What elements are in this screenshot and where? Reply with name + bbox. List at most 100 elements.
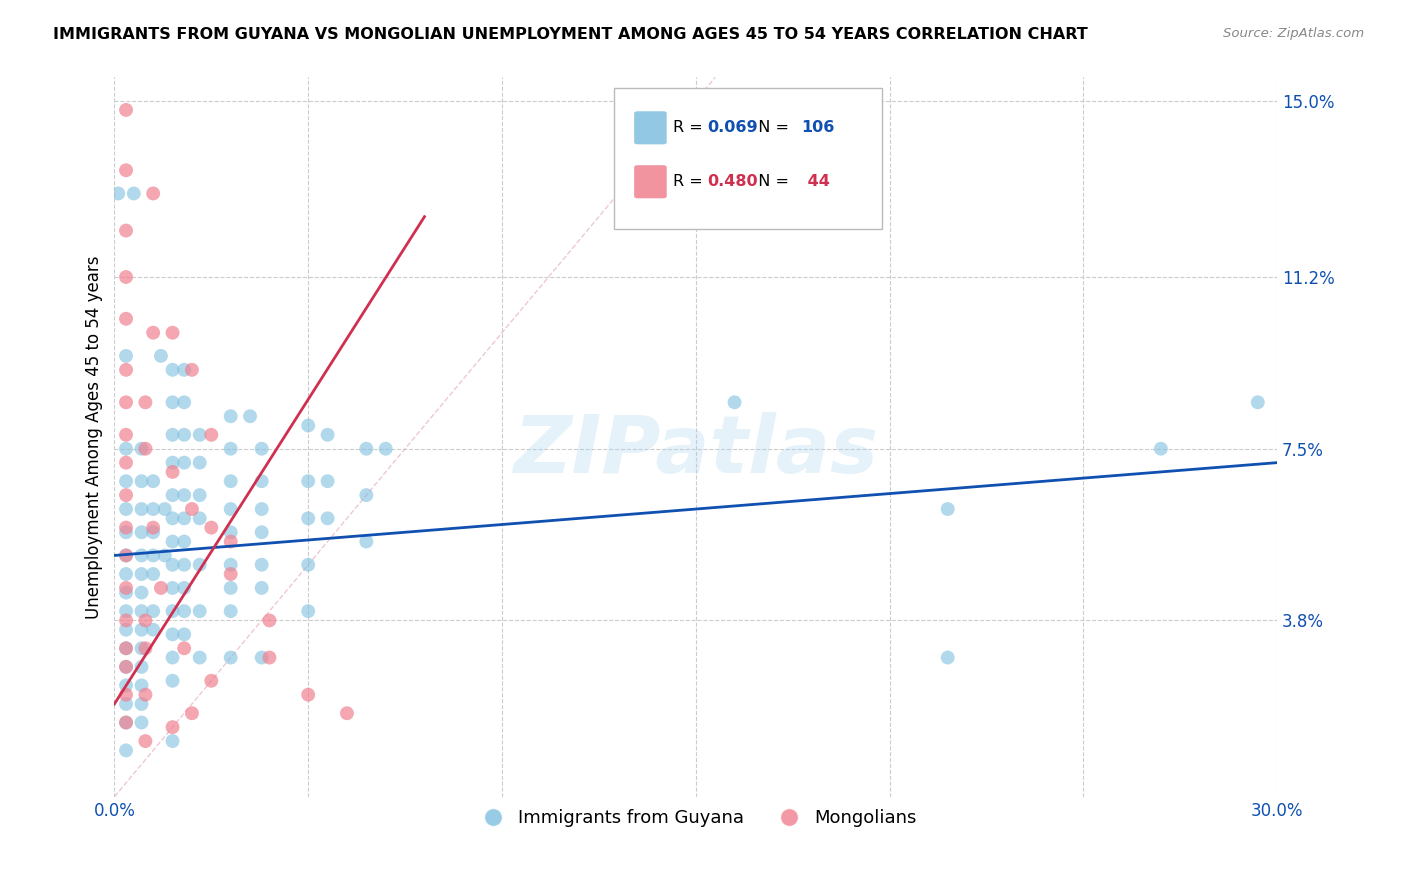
Point xyxy=(122,186,145,201)
Point xyxy=(219,558,242,572)
Point xyxy=(162,720,184,734)
FancyBboxPatch shape xyxy=(634,112,666,145)
Point xyxy=(173,534,195,549)
Point xyxy=(250,502,273,516)
Point xyxy=(219,604,242,618)
Point xyxy=(162,734,184,748)
Point xyxy=(173,581,195,595)
Point xyxy=(149,349,172,363)
Point xyxy=(115,520,138,534)
Text: 0.069: 0.069 xyxy=(707,120,758,136)
Point xyxy=(181,502,204,516)
Point xyxy=(115,697,138,711)
Point xyxy=(134,641,156,656)
Point xyxy=(316,474,339,488)
Point xyxy=(188,650,211,665)
Point xyxy=(173,511,195,525)
Point xyxy=(115,567,138,582)
Point xyxy=(131,697,153,711)
Point xyxy=(131,502,153,516)
Point xyxy=(723,395,745,409)
Point xyxy=(162,427,184,442)
Point xyxy=(115,103,138,117)
Point xyxy=(219,581,242,595)
Point xyxy=(134,688,156,702)
Text: N =: N = xyxy=(748,120,794,136)
Point xyxy=(181,363,204,377)
Point xyxy=(250,474,273,488)
Point xyxy=(162,465,184,479)
Point xyxy=(297,688,319,702)
Point xyxy=(162,581,184,595)
Point xyxy=(936,502,959,516)
Point xyxy=(219,442,242,456)
Point xyxy=(188,456,211,470)
Point xyxy=(259,614,281,628)
Point xyxy=(297,418,319,433)
Point xyxy=(219,525,242,540)
Point xyxy=(188,427,211,442)
Point xyxy=(297,604,319,618)
Point xyxy=(115,474,138,488)
Point xyxy=(131,641,153,656)
Point xyxy=(131,474,153,488)
Point xyxy=(131,585,153,599)
Point xyxy=(115,715,138,730)
Legend: Immigrants from Guyana, Mongolians: Immigrants from Guyana, Mongolians xyxy=(468,802,924,835)
Point xyxy=(115,604,138,618)
Point xyxy=(149,581,172,595)
Point xyxy=(131,442,153,456)
Point xyxy=(173,363,195,377)
Point xyxy=(173,395,195,409)
Point xyxy=(131,525,153,540)
Point xyxy=(162,604,184,618)
Point xyxy=(142,502,165,516)
Point xyxy=(200,427,222,442)
Point xyxy=(134,442,156,456)
Point xyxy=(162,673,184,688)
Point xyxy=(336,706,359,721)
Point xyxy=(162,456,184,470)
Point xyxy=(162,511,184,525)
Point xyxy=(115,678,138,692)
Point xyxy=(115,488,138,502)
Point xyxy=(115,163,138,178)
Y-axis label: Unemployment Among Ages 45 to 54 years: Unemployment Among Ages 45 to 54 years xyxy=(86,255,103,619)
Point xyxy=(173,641,195,656)
Point xyxy=(134,614,156,628)
Point xyxy=(131,567,153,582)
Point xyxy=(219,502,242,516)
Point xyxy=(115,502,138,516)
Point xyxy=(173,627,195,641)
Point xyxy=(115,525,138,540)
Point xyxy=(131,660,153,674)
Point xyxy=(142,549,165,563)
Point xyxy=(153,549,176,563)
Point xyxy=(297,511,319,525)
Point xyxy=(115,581,138,595)
Point xyxy=(115,224,138,238)
Point xyxy=(115,641,138,656)
Point xyxy=(219,650,242,665)
Text: N =: N = xyxy=(748,174,794,189)
Point xyxy=(181,706,204,721)
Point xyxy=(115,442,138,456)
Point xyxy=(259,650,281,665)
Point xyxy=(200,520,222,534)
Point xyxy=(219,474,242,488)
Point xyxy=(316,511,339,525)
Text: 0.480: 0.480 xyxy=(707,174,758,189)
Point xyxy=(219,534,242,549)
Point xyxy=(115,427,138,442)
Point xyxy=(162,363,184,377)
Point xyxy=(239,409,262,424)
Point xyxy=(115,549,138,563)
FancyBboxPatch shape xyxy=(614,88,882,228)
FancyBboxPatch shape xyxy=(634,165,666,198)
Point xyxy=(153,502,176,516)
Point xyxy=(188,511,211,525)
Point xyxy=(142,604,165,618)
Point xyxy=(115,743,138,757)
Point xyxy=(188,604,211,618)
Point xyxy=(115,688,138,702)
